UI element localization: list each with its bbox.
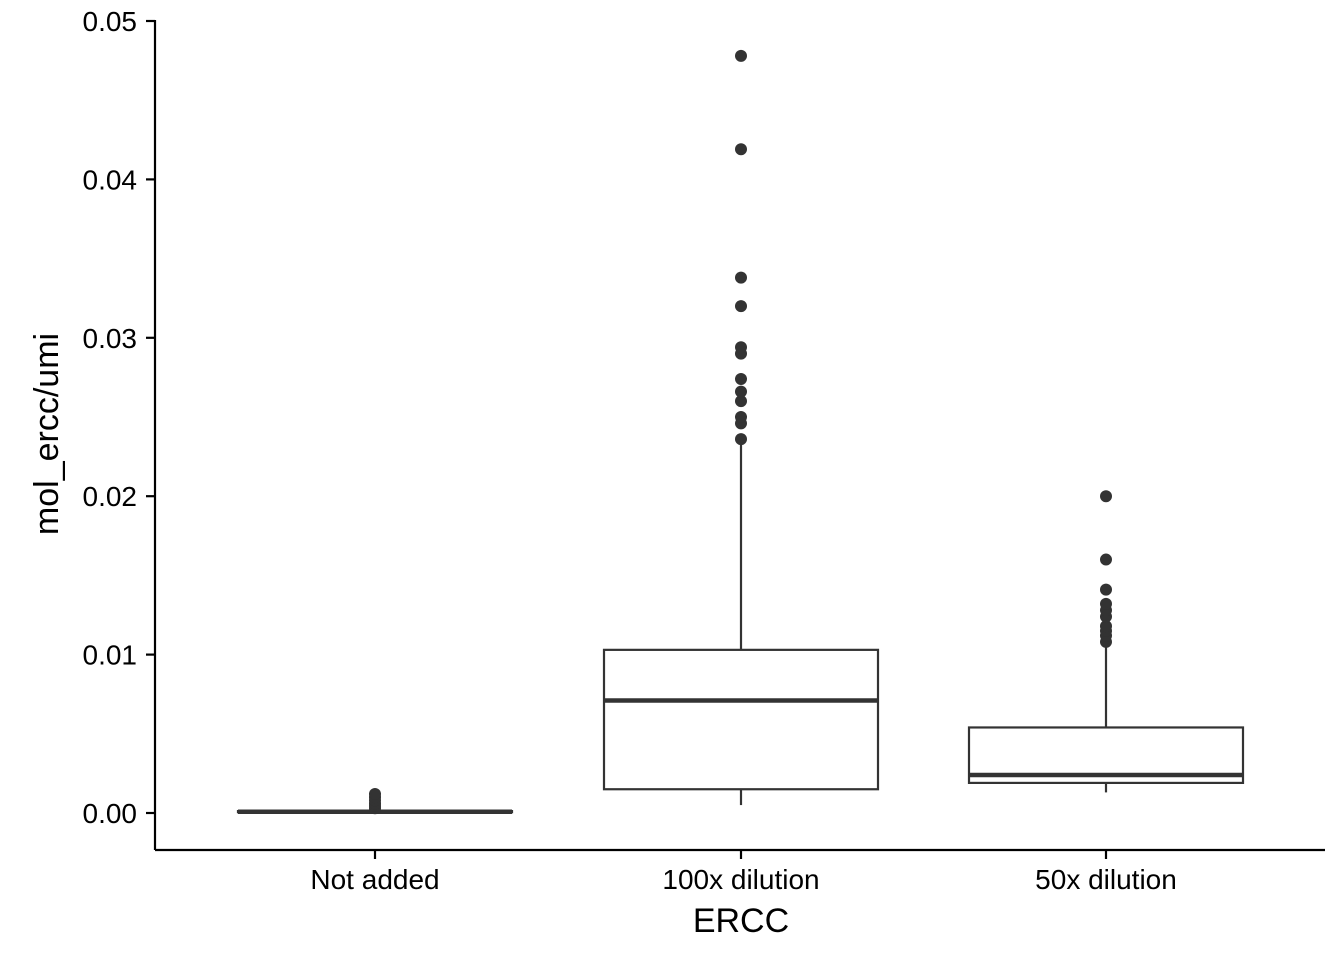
box-group-1 (236, 787, 514, 815)
outlier-point (735, 433, 747, 446)
outlier-point (735, 395, 747, 408)
outlier-point (1100, 620, 1112, 633)
y-tick-label: 0.00 (83, 798, 138, 829)
outlier-point (735, 49, 747, 62)
outlier-point (735, 341, 747, 354)
outlier-point (735, 411, 747, 423)
x-tick-label: Not added (310, 864, 439, 895)
y-axis-title: mol_ercc/umi (28, 333, 66, 535)
outlier-point (735, 372, 747, 385)
x-tick-label: 100x dilution (662, 864, 819, 895)
outlier-point (1100, 490, 1112, 503)
outlier-point (735, 385, 747, 398)
outlier-point (1100, 553, 1112, 566)
iqr-box (602, 648, 880, 791)
y-tick-label: 0.02 (83, 481, 138, 512)
outlier-point (735, 271, 747, 284)
plot-area (236, 49, 1245, 815)
x-tick-label: 50x dilution (1035, 864, 1177, 895)
outlier-point (1100, 583, 1112, 596)
box-group-3 (967, 490, 1245, 793)
outlier-point (1100, 597, 1112, 610)
y-tick-label: 0.04 (83, 164, 138, 195)
box-group-2 (602, 49, 880, 806)
x-axis-title: ERCC (693, 902, 789, 940)
outlier-point (735, 143, 747, 156)
y-tick-label: 0.01 (83, 640, 138, 671)
y-tick-label: 0.03 (83, 323, 138, 354)
outlier-point (735, 300, 747, 313)
outlier-point (369, 787, 381, 800)
y-tick-label: 0.05 (83, 6, 138, 37)
axes: 0.00 0.01 0.02 0.03 0.04 0.05 Not added 100x di… (83, 6, 1325, 895)
